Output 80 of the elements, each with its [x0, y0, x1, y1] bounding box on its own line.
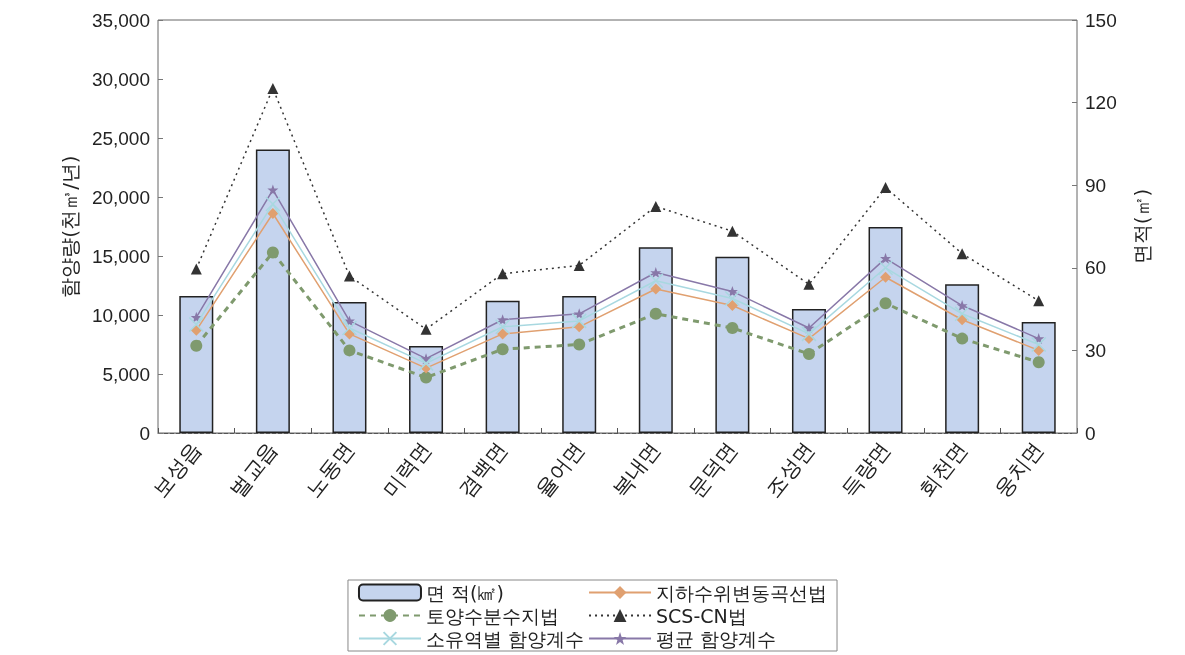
bar [179, 295, 214, 433]
point [343, 344, 356, 357]
point [880, 271, 892, 283]
point [1030, 336, 1047, 353]
point [418, 355, 434, 372]
point [265, 196, 281, 212]
legend-label: 지하수위변동곡선법 [656, 581, 828, 604]
y2-tick-label: 30 [1085, 339, 1107, 361]
legend-label: 면 적(㎢) [425, 581, 504, 604]
point [571, 313, 587, 329]
legend-label: SCS-CN법 [656, 604, 747, 627]
point [497, 328, 509, 340]
point [650, 283, 662, 295]
y2-axis-title: 면적(㎡) [1130, 188, 1154, 265]
point [1033, 295, 1045, 307]
point [497, 314, 509, 326]
y2-tick-label: 60 [1085, 257, 1107, 279]
y-tick-label: 10,000 [91, 304, 150, 326]
point [341, 320, 358, 336]
y-tick-label: 30,000 [91, 68, 150, 90]
point [956, 300, 968, 312]
point [496, 343, 509, 356]
y2-tick-label: 0 [1085, 422, 1096, 444]
point [648, 273, 664, 289]
point [724, 290, 741, 307]
point [650, 267, 662, 279]
point [956, 248, 968, 260]
y2-tick-label: 150 [1085, 9, 1117, 31]
point [188, 316, 205, 333]
y-tick-label: 25,000 [91, 127, 150, 149]
point [879, 297, 892, 310]
point [267, 184, 279, 196]
point [956, 332, 969, 345]
point [880, 182, 892, 194]
point [267, 82, 279, 94]
y-tick-label: 0 [139, 422, 150, 444]
point [956, 314, 968, 326]
point [190, 339, 203, 352]
bar [1021, 322, 1056, 433]
bar [638, 247, 673, 433]
point [266, 246, 279, 259]
point [1032, 356, 1045, 369]
point [573, 338, 586, 351]
bar [715, 256, 750, 433]
point [803, 278, 815, 290]
point [420, 323, 432, 335]
point [726, 321, 739, 334]
legend-label: 토양수분수지법 [425, 604, 559, 627]
bar [945, 284, 980, 433]
point [801, 326, 817, 342]
y-tick-label: 15,000 [91, 245, 150, 267]
point [190, 263, 202, 275]
point [726, 300, 738, 312]
point [573, 259, 585, 271]
y2-tick-label: 90 [1085, 174, 1107, 196]
point [650, 200, 662, 212]
y-tick-label: 20,000 [91, 186, 150, 208]
point [420, 371, 433, 384]
bar [562, 295, 597, 433]
point [343, 270, 355, 282]
y-tick-label: 35,000 [91, 9, 150, 31]
bar [255, 149, 290, 433]
point [1033, 333, 1045, 345]
point [190, 324, 202, 336]
point [877, 260, 894, 276]
point [649, 307, 662, 320]
point [880, 252, 892, 264]
bar [868, 227, 903, 433]
point [726, 225, 738, 237]
legend-label: 평균 함양계수 [656, 627, 777, 650]
point [494, 319, 511, 335]
point [802, 347, 815, 360]
y2-tick-label: 120 [1085, 92, 1117, 114]
point [1033, 344, 1045, 356]
y-axis-title: 함양량(천㎥/년) [58, 155, 82, 298]
legend-label: 소유역별 함양계수 [425, 627, 585, 650]
y-tick-label: 5,000 [102, 363, 150, 385]
point [497, 268, 509, 280]
point [954, 306, 970, 322]
point [267, 208, 279, 220]
